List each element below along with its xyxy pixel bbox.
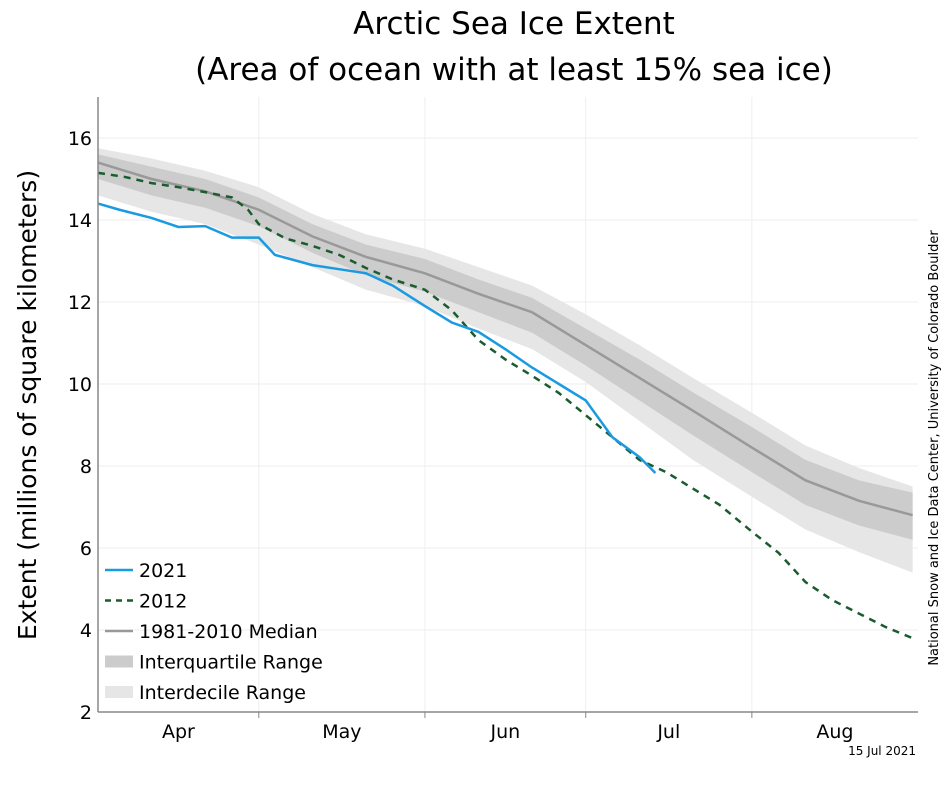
series-2012-line (97, 171, 914, 640)
legend-label: Interquartile Range (139, 652, 323, 674)
y-tick-label: 14 (68, 210, 92, 232)
legend-swatch (105, 686, 133, 698)
credit-text: National Snow and Ice Data Center, Unive… (927, 230, 942, 666)
interdecile-range-band (98, 148, 913, 573)
legend-label: 1981-2010 Median (139, 621, 318, 643)
chart-title: Arctic Sea Ice Extent (353, 6, 675, 42)
chart-subtitle: (Area of ocean with at least 15% sea ice… (195, 52, 833, 88)
legend: 2021 2012 1981-2010 Median Interquartile Ra… (105, 560, 323, 704)
series-2021-line (97, 202, 657, 474)
y-tick-label: 2 (80, 702, 92, 724)
interquartile-range-band (98, 154, 913, 540)
x-tick-label: Aug (816, 721, 853, 743)
range-bands (98, 148, 913, 573)
y-tick-label: 10 (68, 374, 92, 396)
series-lines (97, 161, 914, 640)
y-tick-label: 4 (80, 620, 92, 642)
legend-label: Interdecile Range (139, 682, 306, 704)
x-tick-label: Jun (489, 721, 520, 743)
x-tick-label: May (322, 721, 361, 743)
x-tick-label: Apr (162, 721, 195, 743)
y-tick-label: 8 (80, 456, 92, 478)
median-line (97, 161, 913, 517)
axes: 2 4 6 8 10 12 14 16 Apr May Jun Jul Aug (68, 97, 918, 743)
legend-label: 2012 (139, 591, 187, 613)
y-tick-label: 12 (68, 292, 92, 314)
legend-swatch (105, 655, 133, 668)
y-axis-label: Extent (millions of square kilometers) (13, 170, 42, 640)
legend-label: 2021 (139, 560, 187, 582)
x-tick-label: Jul (656, 721, 680, 743)
y-tick-label: 16 (68, 128, 92, 150)
y-tick-label: 6 (80, 538, 92, 560)
date-stamp: 15 Jul 2021 (848, 744, 916, 758)
